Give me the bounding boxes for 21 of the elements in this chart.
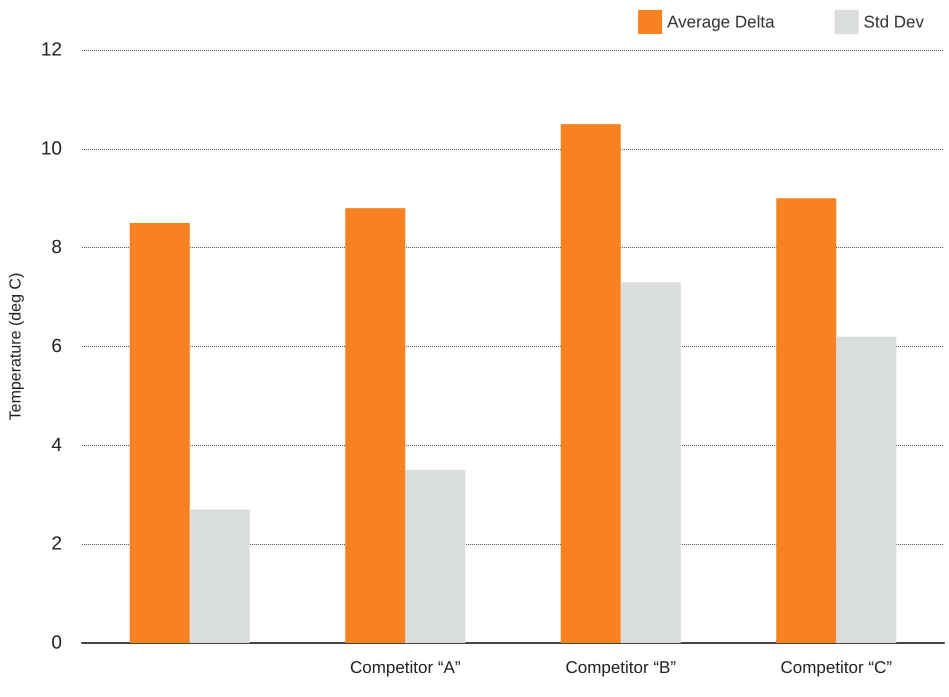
y-tick-label: 12 bbox=[40, 40, 62, 60]
y-tick-label: 4 bbox=[51, 434, 62, 456]
y-axis-title: Temperature (deg C) bbox=[8, 272, 24, 420]
y-tick-label: 0 bbox=[51, 632, 62, 654]
y-tick-label: 6 bbox=[51, 336, 62, 357]
x-tick-label: Competitor “A” bbox=[350, 658, 461, 677]
y-tick-label: 10 bbox=[40, 138, 62, 160]
x-tick-label: Competitor “C” bbox=[780, 658, 892, 677]
bar bbox=[345, 208, 406, 643]
bar bbox=[776, 198, 836, 643]
legend-label: Std Dev bbox=[864, 12, 924, 32]
legend-label: Average Delta bbox=[667, 12, 776, 32]
x-tick-label: Competitor “B” bbox=[565, 658, 676, 677]
bar bbox=[620, 282, 681, 643]
bar bbox=[560, 124, 621, 643]
bar bbox=[836, 336, 896, 643]
y-tick-label: 8 bbox=[51, 237, 62, 258]
bar bbox=[190, 510, 250, 643]
bar bbox=[130, 222, 190, 643]
bar bbox=[405, 470, 466, 643]
y-tick-label: 2 bbox=[51, 534, 62, 555]
